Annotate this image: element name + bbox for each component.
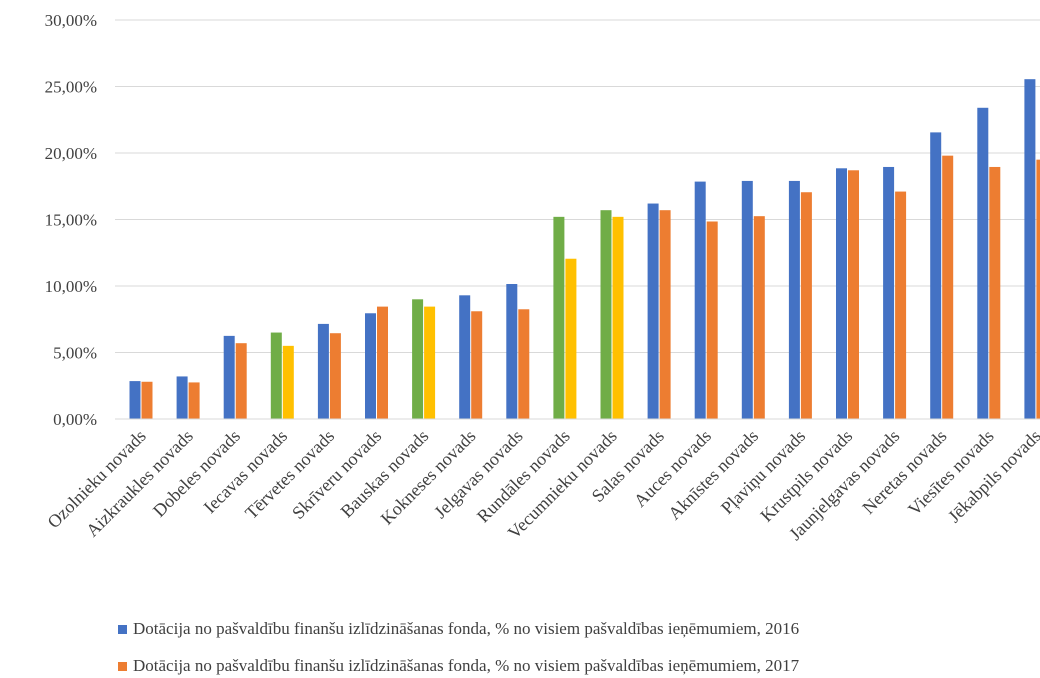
bar-2017 <box>753 216 765 419</box>
y-tick-label: 0,00% <box>53 410 97 429</box>
bar-2016 <box>412 299 424 419</box>
legend-item-2016: Dotācija no pašvaldību finanšu izlīdzinā… <box>118 619 799 639</box>
y-tick-label: 5,00% <box>53 344 97 363</box>
bar-2016 <box>317 323 329 419</box>
bar-2016 <box>977 107 989 419</box>
bar-2017 <box>282 345 294 419</box>
bar-2017 <box>471 311 483 419</box>
bar-2017 <box>377 306 388 419</box>
bar-2016 <box>270 332 282 419</box>
bar-2016 <box>365 313 376 419</box>
bar-2017 <box>800 192 812 419</box>
legend-label-2016: Dotācija no pašvaldību finanšu izlīdzinā… <box>133 619 800 638</box>
legend-swatch-2017 <box>118 661 127 671</box>
bar-2016 <box>883 166 895 419</box>
legend-swatch-2016 <box>118 624 127 634</box>
legend-item-2017: Dotācija no pašvaldību finanšu izlīdzinā… <box>118 656 799 676</box>
bar-2016 <box>836 168 847 419</box>
y-tick-label: 10,00% <box>45 277 97 296</box>
bar-chart: 0,00% 5,00% 10,00% 15,00% 20,00% 25,00% 30,00%… <box>43 11 1040 544</box>
bar-2017 <box>1036 159 1040 419</box>
bar-2017 <box>329 333 341 419</box>
bar-2016 <box>694 181 706 419</box>
bar-2017 <box>141 381 153 419</box>
bar-2017 <box>989 166 1001 419</box>
bar-2016 <box>223 335 235 419</box>
y-tick-label: 20,00% <box>45 144 97 163</box>
bar-2016 <box>1024 79 1036 419</box>
bar-2016 <box>176 376 188 419</box>
bar-2017 <box>235 343 247 419</box>
bar-2017 <box>895 191 907 419</box>
bar-2017 <box>848 170 859 419</box>
bars <box>129 79 1040 419</box>
bar-2017 <box>565 258 577 419</box>
bar-2016 <box>741 180 753 419</box>
bar-2016 <box>459 295 471 419</box>
legend-label-2017: Dotācija no pašvaldību finanšu izlīdzinā… <box>133 656 800 675</box>
bar-2016 <box>647 203 659 419</box>
bar-2017 <box>424 306 436 419</box>
bar-2016 <box>553 216 565 419</box>
bar-2017 <box>188 382 200 419</box>
bar-2016 <box>129 381 141 419</box>
bar-2016 <box>600 210 612 419</box>
y-axis-tick-labels: 0,00% 5,00% 10,00% 15,00% 20,00% 25,00% 30,00% <box>45 11 97 429</box>
y-tick-label: 15,00% <box>45 211 97 230</box>
bar-2017 <box>706 221 718 419</box>
bar-2016 <box>506 284 518 419</box>
bar-2017 <box>942 155 954 419</box>
bar-2016 <box>788 180 800 419</box>
bar-2017 <box>518 309 530 419</box>
bar-2017 <box>659 210 671 419</box>
y-tick-label: 25,00% <box>45 78 97 97</box>
bar-2016 <box>930 132 942 419</box>
y-tick-label: 30,00% <box>45 11 97 30</box>
bar-2017 <box>612 216 624 419</box>
